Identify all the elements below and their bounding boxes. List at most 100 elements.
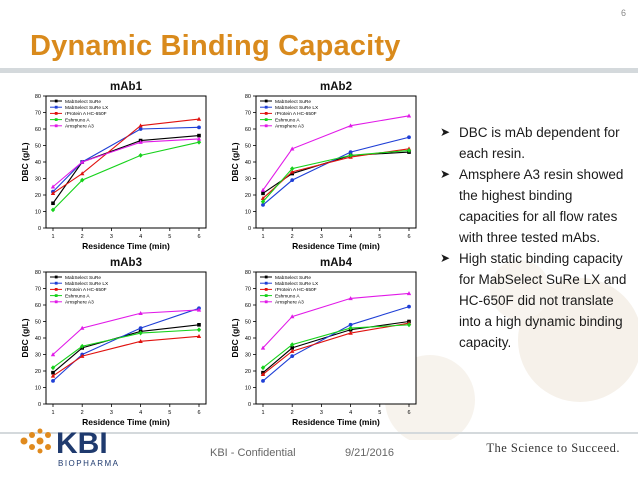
- series-line: [262, 320, 410, 374]
- y-tick-label: 0: [38, 402, 41, 408]
- data-point: [196, 334, 202, 339]
- data-point: [138, 139, 143, 144]
- logo-subtext: BIOPHARMA: [58, 459, 120, 468]
- legend-marker: [264, 105, 268, 109]
- arrow-bullet-icon: ➤: [440, 167, 451, 181]
- series-line: [262, 322, 410, 375]
- data-point: [196, 307, 202, 312]
- data-point: [406, 322, 412, 328]
- data-point: [196, 139, 202, 145]
- y-tick-label: 30: [245, 353, 251, 359]
- x-tick-label: 1: [51, 410, 54, 416]
- x-tick-label: 2: [291, 234, 294, 240]
- data-point: [80, 177, 85, 183]
- data-point: [50, 352, 56, 357]
- data-point: [348, 150, 353, 154]
- legend-marker: [54, 281, 58, 285]
- x-tick-label: 6: [407, 410, 410, 416]
- bullet-item: ➤ Amsphere A3 resin showed the highest b…: [440, 164, 630, 248]
- series-line: [262, 115, 410, 191]
- x-tick-label: 5: [378, 234, 381, 240]
- legend-marker: [54, 288, 58, 291]
- data-point: [138, 153, 143, 158]
- legend-marker: [54, 294, 58, 297]
- series-line: [52, 307, 200, 382]
- legend-label: MabSelect SuRe: [275, 275, 311, 281]
- legend-label: rProtein A HC-650F: [65, 111, 107, 117]
- data-point: [290, 178, 295, 183]
- y-tick-label: 70: [35, 111, 41, 117]
- x-tick-label: 1: [261, 234, 264, 240]
- legend-marker: [264, 124, 268, 128]
- page-number: 6: [620, 8, 626, 18]
- legend-label: Amsphere A3: [275, 124, 304, 130]
- bullet-list: ➤ DBC is mAb dependent for each resin. ➤…: [440, 122, 630, 353]
- data-point: [50, 184, 56, 189]
- legend-marker: [264, 112, 268, 115]
- data-point: [138, 127, 143, 131]
- y-tick-label: 60: [35, 303, 41, 309]
- data-point: [348, 325, 353, 331]
- y-tick-label: 40: [35, 336, 41, 342]
- data-point: [51, 379, 55, 383]
- legend-marker: [264, 275, 268, 279]
- chart-mab3: mAb3 0 10 20 30 40 50 60 70 80 1 2 3 4 5 6 Residence Tim…: [20, 257, 207, 427]
- x-tick-label: 5: [168, 234, 171, 240]
- data-point: [407, 304, 411, 309]
- y-tick-label: 40: [245, 160, 251, 166]
- x-tick-label: 6: [197, 234, 200, 240]
- chart-mab4: mAb4 0 10 20 30 40 50 60 70 80 1 2 3 4 5 6 Residence Tim…: [230, 257, 417, 427]
- x-tick-label: 5: [168, 410, 171, 416]
- x-tick-label: 1: [261, 410, 264, 416]
- data-point: [260, 365, 266, 371]
- data-point: [138, 123, 143, 128]
- y-tick-label: 80: [35, 270, 41, 276]
- y-tick-label: 10: [245, 210, 251, 216]
- data-point: [197, 323, 201, 327]
- chart-mab2: mAb2 0 10 20 30 40 50 60 70 80 1 2 3 4 5 6 Residence Tim…: [230, 81, 417, 251]
- data-point: [290, 314, 295, 319]
- footer-confidential: KBI - Confidential: [210, 447, 296, 459]
- data-point: [50, 207, 56, 213]
- data-point: [260, 199, 266, 204]
- y-tick-label: 20: [245, 369, 251, 375]
- series-line: [52, 309, 200, 355]
- data-point: [197, 125, 201, 130]
- y-axis-label: DBC (g/L): [230, 318, 240, 357]
- data-point: [290, 354, 295, 359]
- data-point: [290, 166, 295, 171]
- chart-title: mAb3: [110, 257, 142, 269]
- legend-label: Eshmuno A: [275, 293, 300, 299]
- legend-label: Amsphere A3: [65, 124, 94, 130]
- x-tick-label: 4: [139, 234, 142, 240]
- series-line: [262, 149, 410, 202]
- legend-label: Eshmuno A: [65, 293, 90, 299]
- bullet-item: ➤ High static binding capacity for MabSe…: [440, 248, 630, 353]
- legend-label: rProtein A HC-650F: [275, 287, 317, 293]
- y-tick-label: 80: [245, 94, 251, 100]
- data-point: [348, 322, 353, 327]
- y-tick-label: 10: [35, 386, 41, 392]
- y-tick-label: 10: [35, 210, 41, 216]
- data-point: [50, 373, 56, 378]
- y-tick-label: 0: [248, 226, 251, 232]
- y-tick-label: 40: [35, 160, 41, 166]
- data-point: [260, 372, 266, 376]
- data-point: [348, 153, 353, 158]
- chart-title: mAb2: [320, 81, 352, 93]
- legend-label: MabSelect SuRe LX: [275, 281, 319, 287]
- series-line: [262, 136, 410, 206]
- data-point: [260, 196, 266, 200]
- series-line: [52, 138, 200, 188]
- data-point: [138, 326, 143, 330]
- data-point: [138, 310, 143, 315]
- legend-marker: [264, 294, 268, 297]
- data-point: [261, 379, 265, 383]
- data-point: [290, 346, 294, 350]
- data-point: [80, 353, 85, 358]
- series-line: [262, 292, 410, 349]
- data-point: [348, 123, 353, 128]
- series-line: [262, 306, 410, 382]
- y-tick-label: 80: [35, 94, 41, 100]
- data-point: [290, 169, 295, 174]
